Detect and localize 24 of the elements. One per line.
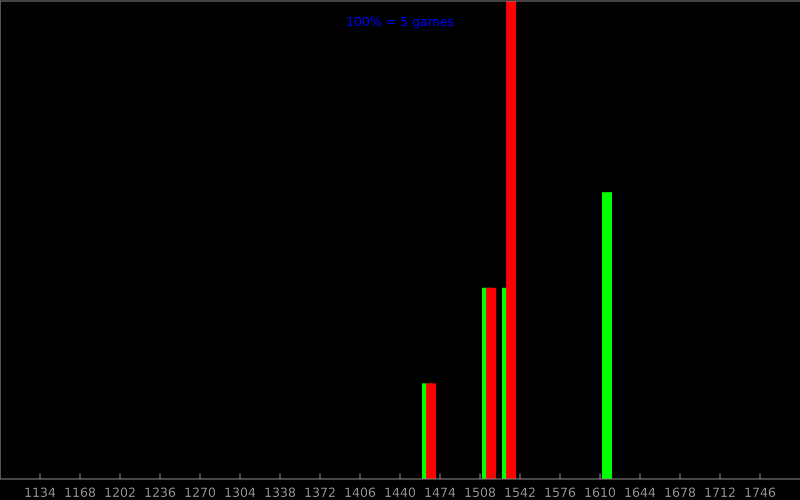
x-tick-label: 1712: [705, 488, 735, 497]
x-tick-label: 1440: [385, 488, 416, 498]
annotation: 100% = 5 games: [347, 16, 454, 29]
x-tick-label: 1168: [65, 488, 96, 498]
x-tick-label: 1372: [305, 488, 335, 498]
x-tick-label: 1542: [505, 488, 535, 498]
x-tick-label: 1746: [745, 488, 776, 498]
bar: [486, 288, 496, 479]
x-tick-label: 1644: [625, 488, 656, 498]
x-tick-label: 1338: [265, 488, 296, 498]
x-tick-label: 1236: [145, 488, 176, 498]
x-tick-label: 1202: [105, 488, 135, 498]
x-tick-label: 1270: [185, 488, 216, 498]
bar: [506, 1, 516, 479]
x-tick-label: 1678: [665, 488, 696, 498]
bar: [426, 383, 436, 479]
x-tick-label: 1508: [465, 488, 496, 498]
x-tick-label: 1406: [345, 488, 376, 498]
bar: [602, 192, 612, 479]
x-tick-label: 1304: [225, 488, 256, 498]
x-tick-label: 1610: [585, 488, 616, 498]
x-tick-label: 1474: [425, 488, 456, 497]
x-tick-label: 1576: [545, 488, 576, 498]
x-tick-label: 1134: [25, 488, 56, 498]
